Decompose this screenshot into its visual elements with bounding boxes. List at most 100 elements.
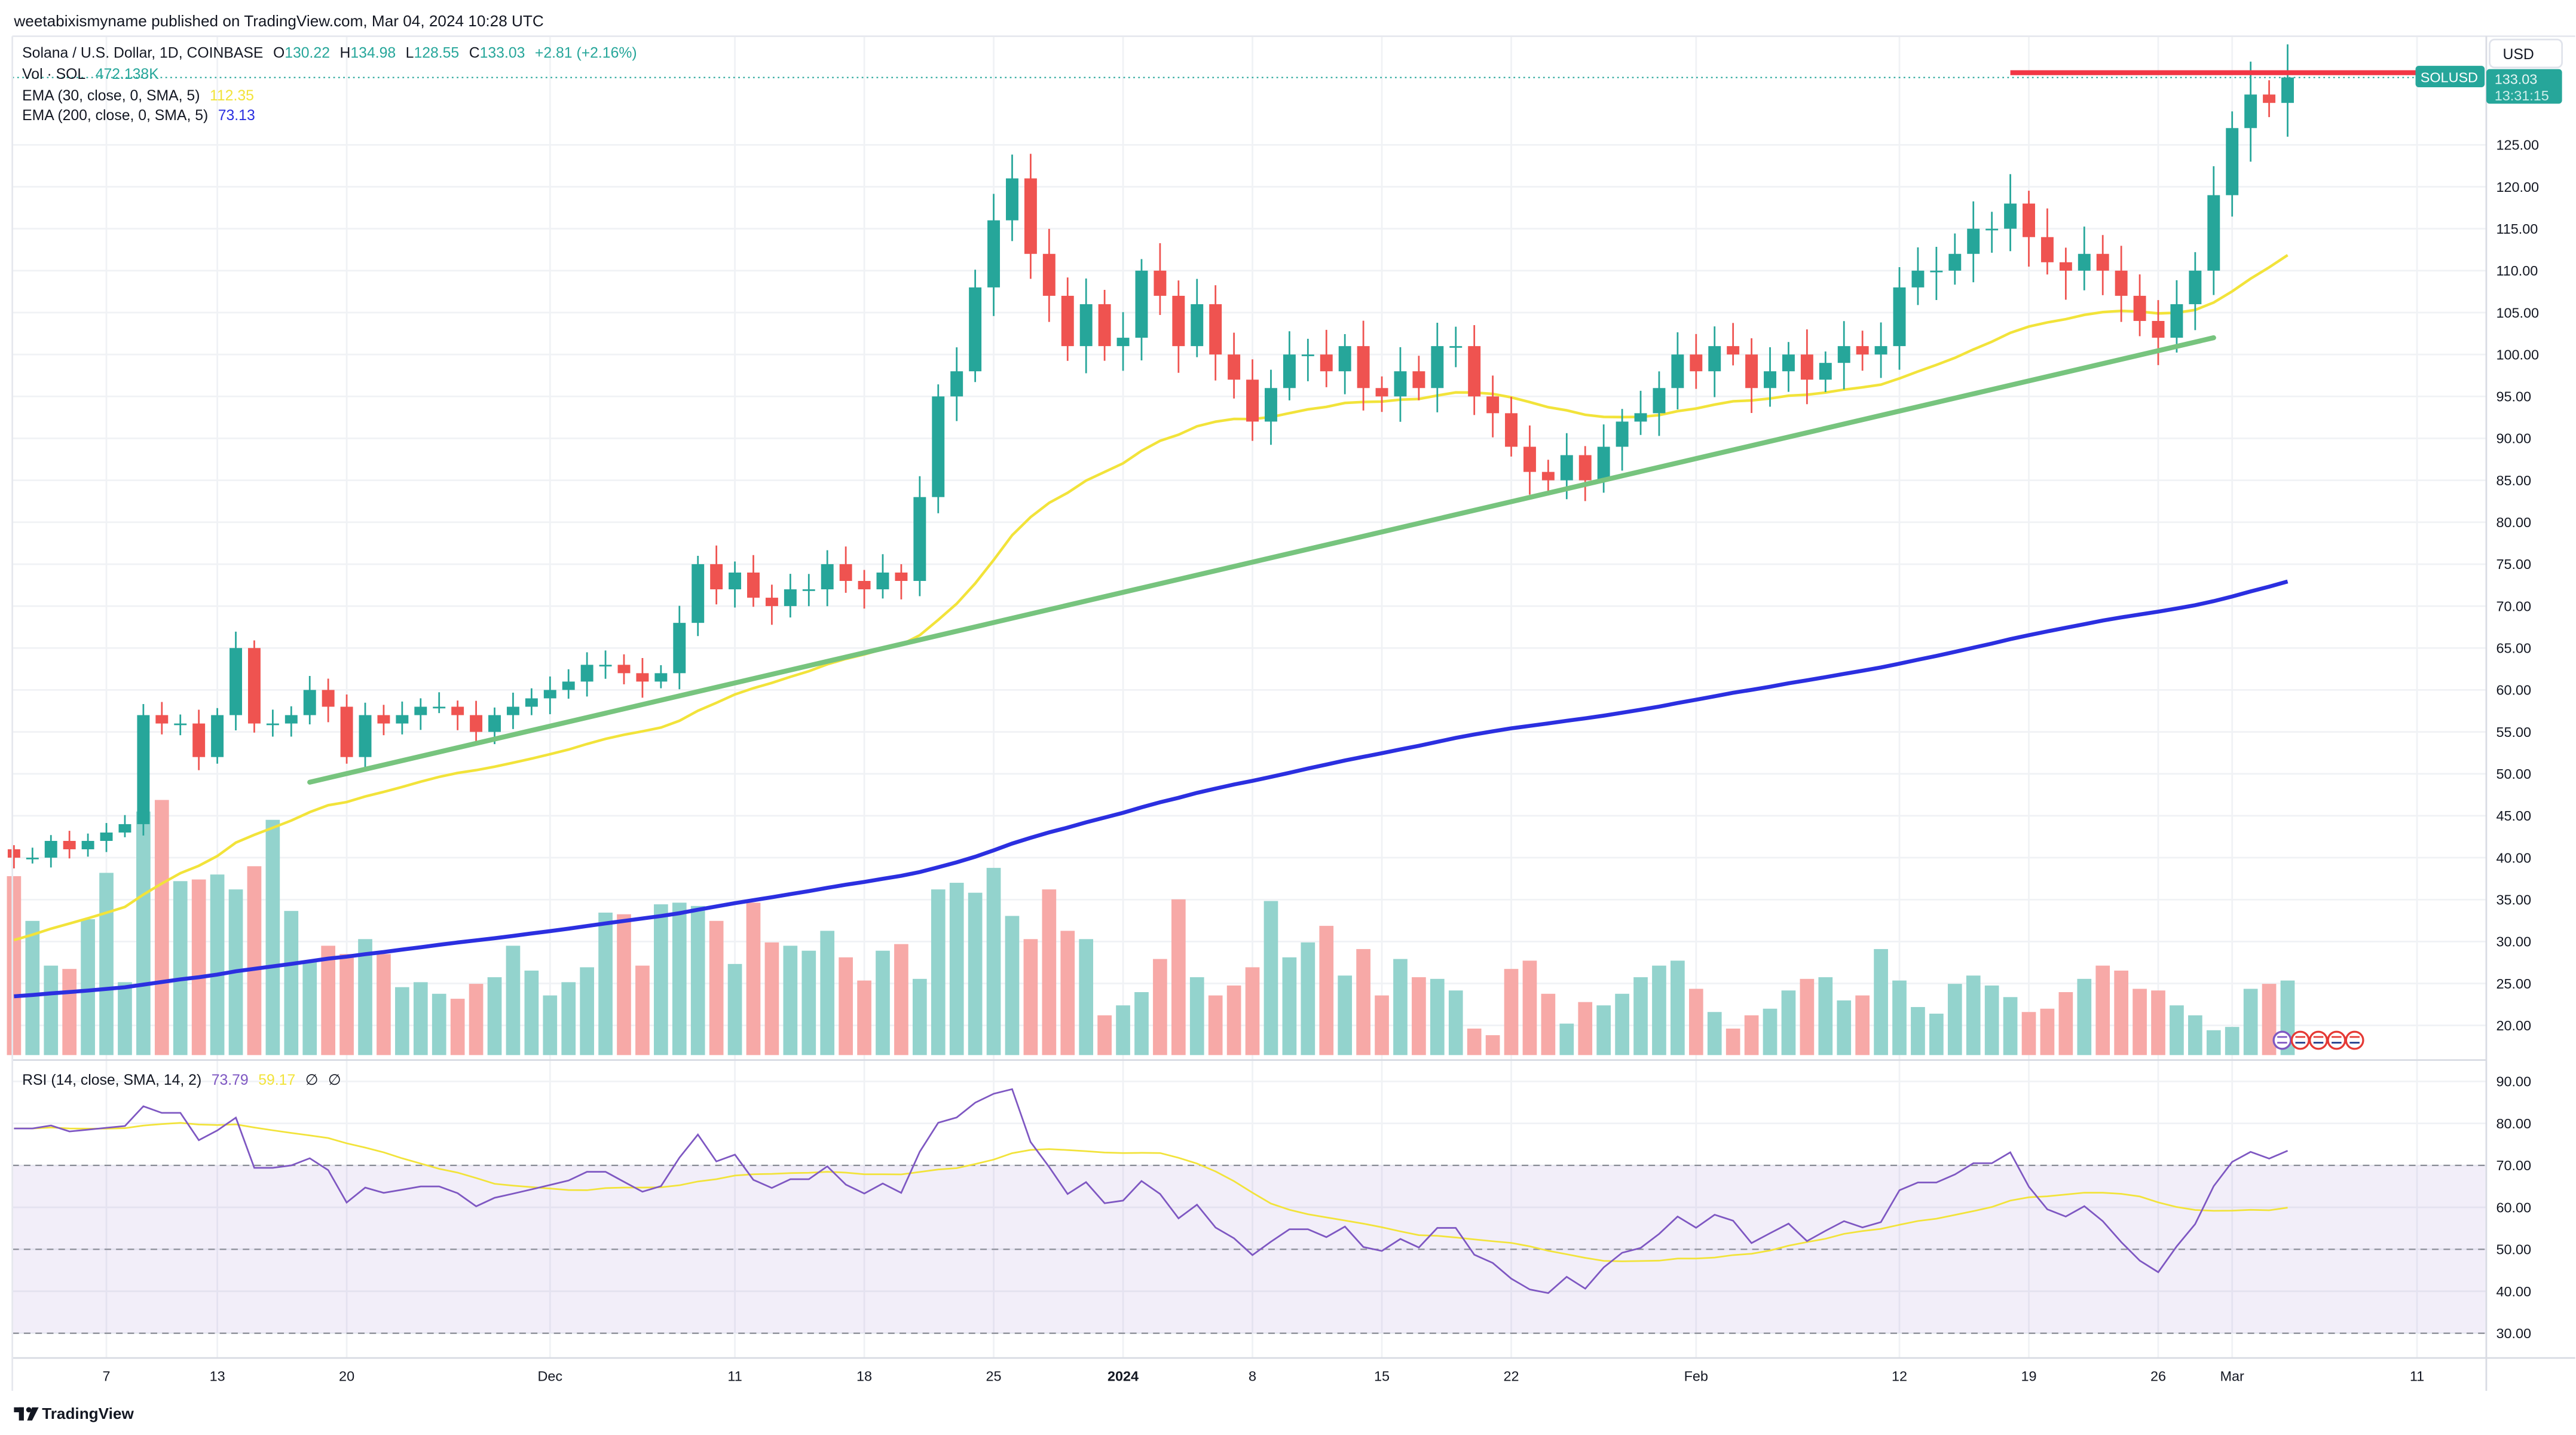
candle-body [81, 840, 94, 850]
volume-bar [876, 950, 890, 1055]
candle-down [2059, 247, 2072, 300]
volume-bar [1208, 995, 1223, 1055]
rsi-tick-label: 70.00 [2496, 1158, 2531, 1173]
candle-body [710, 564, 723, 590]
time-tick-label: 7 [103, 1369, 111, 1384]
price-tick-label: 100.00 [2496, 347, 2539, 362]
candle-body [1578, 455, 1592, 481]
candle-down [1800, 329, 1813, 405]
candle-up [1191, 279, 1204, 357]
price-tick-label: 20.00 [2496, 1018, 2531, 1033]
economic-event-icon[interactable] [2327, 1030, 2346, 1050]
economic-event-icon[interactable] [2309, 1030, 2328, 1050]
event-icon-circle [2272, 1030, 2292, 1050]
candle-down [636, 658, 649, 698]
candle-up [1948, 233, 1962, 285]
dividend-event-icon[interactable] [2272, 1030, 2292, 1050]
rsi-tick-label: 90.00 [2496, 1074, 2531, 1090]
rsi-ma-line [14, 1122, 2288, 1262]
candle-body [729, 572, 742, 590]
volume-bar [1226, 985, 1241, 1055]
candle-body [1690, 354, 1703, 372]
candle-body [470, 715, 483, 732]
candle-up [1079, 279, 1093, 374]
candle-body [1042, 253, 1056, 296]
legend-ema30: 112.35 [210, 88, 254, 104]
volume-bar [1707, 1012, 1722, 1055]
candle-down [1061, 277, 1074, 361]
candle-body [359, 715, 372, 757]
volume-bar [2095, 965, 2110, 1055]
economic-event-icon[interactable] [2290, 1030, 2310, 1050]
volume-bar [2243, 989, 2258, 1055]
volume-bar [1485, 1035, 1500, 1055]
candle-up [543, 676, 556, 714]
candle-body [2281, 77, 2294, 103]
volume-bar [1467, 1028, 1482, 1055]
economic-event-icon[interactable] [2345, 1030, 2364, 1050]
candle-up [2170, 280, 2183, 353]
volume-bar [1079, 939, 1094, 1055]
candle-body [821, 564, 834, 590]
candle-body [636, 673, 649, 682]
candle-body [7, 849, 20, 858]
price-tick-label: 45.00 [2496, 808, 2531, 824]
candle-down [765, 585, 778, 625]
volume-bar [1097, 1015, 1112, 1055]
volume-bar [1633, 977, 1648, 1055]
rsi-tick-label: 60.00 [2496, 1200, 2531, 1215]
candle-down [1745, 338, 1758, 413]
candle-down [340, 694, 353, 764]
volume-bar [1541, 993, 1556, 1055]
volume-bar [580, 967, 594, 1055]
candle-down [1468, 325, 1481, 415]
drawings[interactable] [12, 70, 2486, 1050]
candle-up [1874, 322, 1887, 378]
tradingview-logo[interactable]: TradingView [14, 1405, 134, 1422]
candle-up [266, 709, 279, 737]
candle-body [266, 723, 279, 726]
svg-text:USD: USD [2502, 47, 2534, 63]
volume-bar [1301, 942, 1315, 1055]
volume-bar [968, 892, 983, 1055]
volume-bar [1892, 980, 1907, 1055]
volume-bar [247, 866, 262, 1055]
volume-bar [727, 963, 742, 1055]
candle-down [1486, 375, 1500, 437]
candle-body [543, 690, 556, 699]
price-tick-label: 30.00 [2496, 934, 2531, 950]
rsi-line [14, 1088, 2289, 1295]
candles[interactable] [7, 44, 2294, 869]
candle-up [1338, 334, 1351, 394]
currency-button[interactable]: USD [2489, 38, 2563, 69]
svg-text:SOLUSD: SOLUSD [2421, 70, 2478, 85]
candle-body [1079, 304, 1093, 347]
volume-bar [7, 876, 22, 1055]
candle-body [1301, 354, 1314, 356]
candle-body [1006, 178, 1018, 221]
candle-up [1764, 347, 1776, 407]
time-tick-label: Feb [1684, 1369, 1708, 1384]
axes[interactable]: 20.00 25.00 30.00 35.00 40.00 45.00 50.00 55.00… [103, 137, 2539, 1384]
trendline-support [307, 335, 2216, 785]
event-icon-circle [2345, 1030, 2364, 1050]
candle-body [913, 497, 926, 582]
event-icon-circle [2290, 1030, 2310, 1050]
candle-body [1764, 371, 1776, 388]
candle-up [396, 701, 409, 735]
candle-up [1265, 369, 1277, 445]
candle-up [284, 706, 298, 737]
volume-bar [746, 902, 761, 1055]
candle-body [1228, 354, 1241, 380]
candle-body [26, 858, 39, 859]
candle-body [174, 723, 187, 726]
price-tick-label: 75.00 [2496, 556, 2531, 572]
candle-body [2152, 321, 2165, 338]
candle-up [1930, 247, 1943, 301]
volume-bar [986, 868, 1001, 1055]
price-tick-label: 25.00 [2496, 976, 2531, 992]
candle-body [1782, 354, 1795, 372]
rsi-pane[interactable] [12, 1088, 2486, 1334]
